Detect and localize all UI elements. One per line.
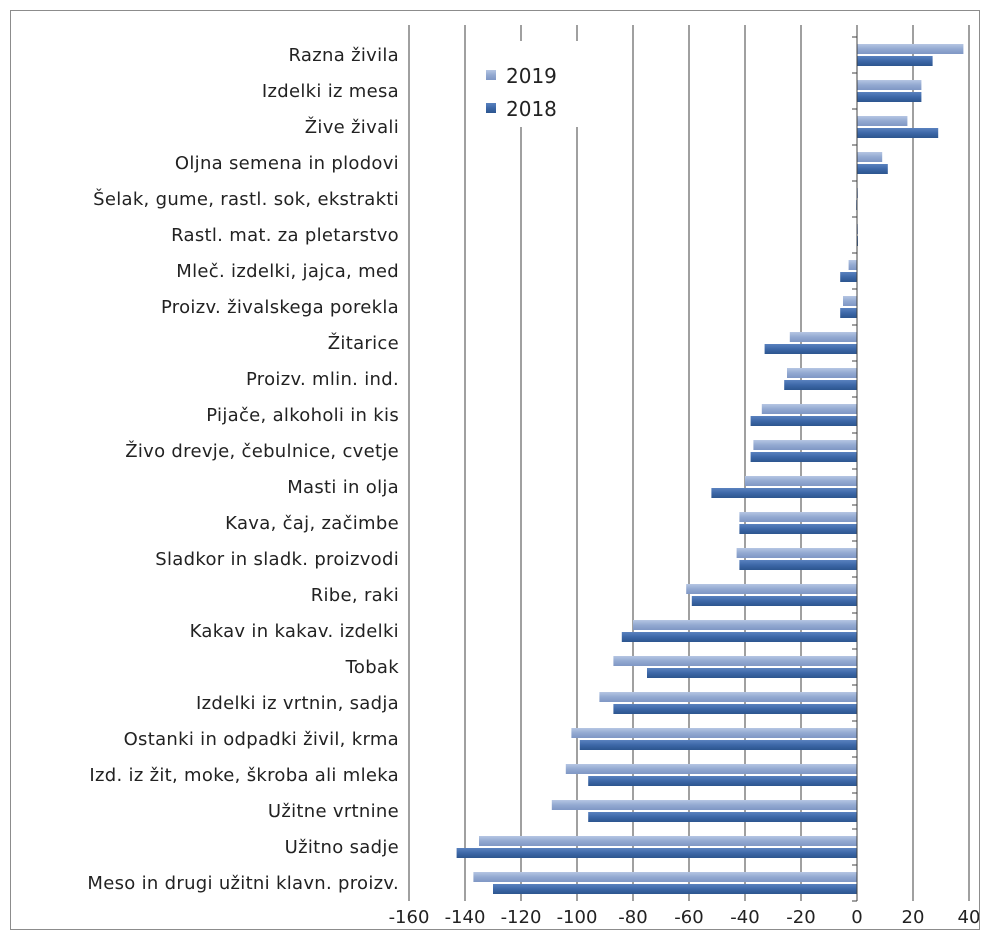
category-label: Užitne vrtnine [268,801,399,822]
legend-label-2019: 2019 [506,64,557,88]
category-label: Razna živila [289,45,399,66]
category-label: Ostanki in odpadki živil, krma [124,729,399,750]
bar-2018-ostanki-in-odpadki-zivil-krma [579,740,857,750]
bar-2018-zivo-drevje-cebulnice-cvetje [750,452,857,462]
bars [456,44,964,894]
category-label: Žive živali [305,116,399,138]
category-label: Živo drevje, čebulnice, cvetje [125,440,399,462]
x-tick-label: -160 [389,907,430,928]
category-label: Proizv. mlin. ind. [246,369,399,390]
x-tick-label: 40 [958,907,979,928]
category-label: Izdelki iz vrtnin, sadja [196,693,399,714]
gridlines [408,25,970,901]
bar-2019-meso-in-drugi-uzitni-klavn-proizv [473,872,857,882]
bar-2018-izdelki-iz-mesa [857,92,922,102]
bar-2018-kava-caj-zacimbe [739,524,857,534]
bar-2018-pijace-alkoholi-in-kis [750,416,857,426]
bar-chart: Razna živila Izdelki iz mesa Žive živali Ol… [87,25,979,928]
x-tick-labels: -160 -140 -120 -100 -80 -60 -40 -20 0 20 40 [389,907,979,928]
x-tick-label: -120 [501,907,542,928]
bar-2019-uzitne-vrtnine [551,800,857,810]
category-label: Meso in drugi užitni klavn. proizv. [87,873,399,894]
bar-2018-proizv-mlin-ind [784,380,857,390]
category-label: Izdelki iz mesa [262,81,399,102]
axes [852,25,858,902]
bar-2019-izdelki-iz-mesa [857,80,922,90]
category-label: Kava, čaj, začimbe [225,513,399,534]
x-tick-label: -100 [557,907,598,928]
bar-2018-sladkor-in-sladk-proizvodi [739,560,857,570]
bar-2018-izd-iz-zit-moke-skroba-ali-mleka [588,776,857,786]
bar-2019-zive-zivali [857,116,908,126]
legend-swatch-2019 [486,70,496,80]
bar-2019-tobak [613,656,857,666]
x-tick-label: 0 [851,907,862,928]
bar-2018-meso-in-drugi-uzitni-klavn-proizv [493,884,857,894]
category-label: Tobak [345,657,400,678]
bar-2018-oljna-semena-in-plodovi [857,164,888,174]
category-label: Kakav in kakav. izdelki [190,621,399,642]
category-label: Masti in olja [287,477,399,498]
bar-2018-mlec-izdelki-jajca-med [840,272,857,282]
bar-2018-razna-zivila [857,56,933,66]
x-tick-label: 20 [902,907,925,928]
bar-2019-izd-iz-zit-moke-skroba-ali-mleka [565,764,857,774]
bar-2018-masti-in-olja [711,488,857,498]
bar-2018-ribe-raki [691,596,857,606]
bar-2019-ostanki-in-odpadki-zivil-krma [571,728,857,738]
bar-2019-proizv-zivalskega-porekla [843,296,857,306]
bar-2018-tobak [647,668,857,678]
bar-2019-oljna-semena-in-plodovi [857,152,883,162]
bar-2019-zitarice [789,332,857,342]
x-tick-label: -140 [445,907,486,928]
bar-2019-ribe-raki [686,584,857,594]
category-label: Šelak, gume, rastl. sok, ekstrakti [93,188,399,210]
bar-2019-pijace-alkoholi-in-kis [761,404,857,414]
bar-2019-zivo-drevje-cebulnice-cvetje [753,440,857,450]
category-label: Rastl. mat. za pletarstvo [171,225,399,246]
bar-2019-masti-in-olja [745,476,857,486]
legend-label-2018: 2018 [506,97,557,121]
bar-2019-mlec-izdelki-jajca-med [848,260,857,270]
category-label: Sladkor in sladk. proizvodi [155,549,399,570]
category-label: Proizv. živalskega porekla [161,297,399,318]
bar-2018-izdelki-iz-vrtnin-sadja [613,704,857,714]
legend-swatch-2018 [486,103,496,113]
x-tick-label: -80 [618,907,647,928]
bar-2018-kakav-in-kakav-izdelki [621,632,857,642]
category-label: Mleč. izdelki, jajca, med [176,261,399,282]
legend: 2019 2018 [469,41,579,127]
bar-2019-razna-zivila [857,44,964,54]
category-label: Užitno sadje [285,837,399,858]
x-tick-label: -60 [674,907,703,928]
bar-2019-kava-caj-zacimbe [739,512,857,522]
chart-frame: Razna živila Izdelki iz mesa Žive živali Ol… [10,10,980,930]
category-label: Oljna semena in plodovi [175,153,399,174]
x-tick-label: -40 [730,907,759,928]
bar-2019-kakav-in-kakav-izdelki [633,620,857,630]
category-label: Pijače, alkoholi in kis [206,405,399,426]
category-label: Ribe, raki [311,585,399,606]
category-label: Žitarice [328,332,399,354]
category-label: Izd. iz žit, moke, škroba ali mleka [89,765,399,786]
x-tick-label: -20 [786,907,815,928]
bar-2019-sladkor-in-sladk-proizvodi [736,548,857,558]
bar-2019-proizv-mlin-ind [787,368,857,378]
bar-2018-uzitno-sadje [456,848,857,858]
category-labels: Razna živila Izdelki iz mesa Žive živali Ol… [87,45,399,894]
bar-2019-uzitno-sadje [479,836,857,846]
bar-2018-proizv-zivalskega-porekla [840,308,857,318]
bar-2018-zive-zivali [857,128,939,138]
bar-2018-zitarice [764,344,857,354]
bar-2018-uzitne-vrtnine [588,812,857,822]
bar-2019-izdelki-iz-vrtnin-sadja [599,692,857,702]
